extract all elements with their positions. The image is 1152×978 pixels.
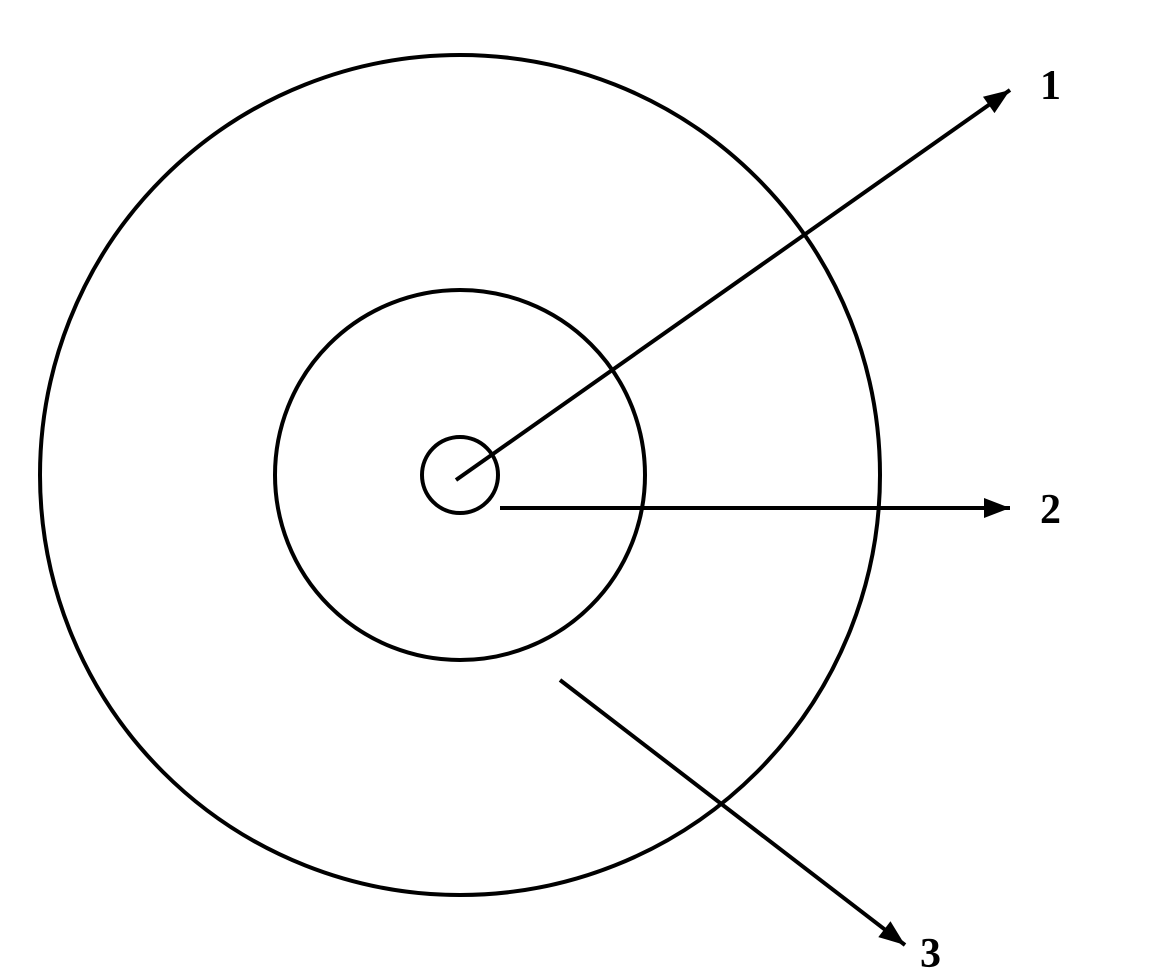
diagram-canvas [0, 0, 1152, 971]
callout-label-2: 2 [1040, 486, 1061, 534]
callout-label-1: 1 [1040, 62, 1061, 110]
callout-arrow-1 [456, 90, 1010, 480]
callout-arrow-3 [560, 680, 905, 945]
